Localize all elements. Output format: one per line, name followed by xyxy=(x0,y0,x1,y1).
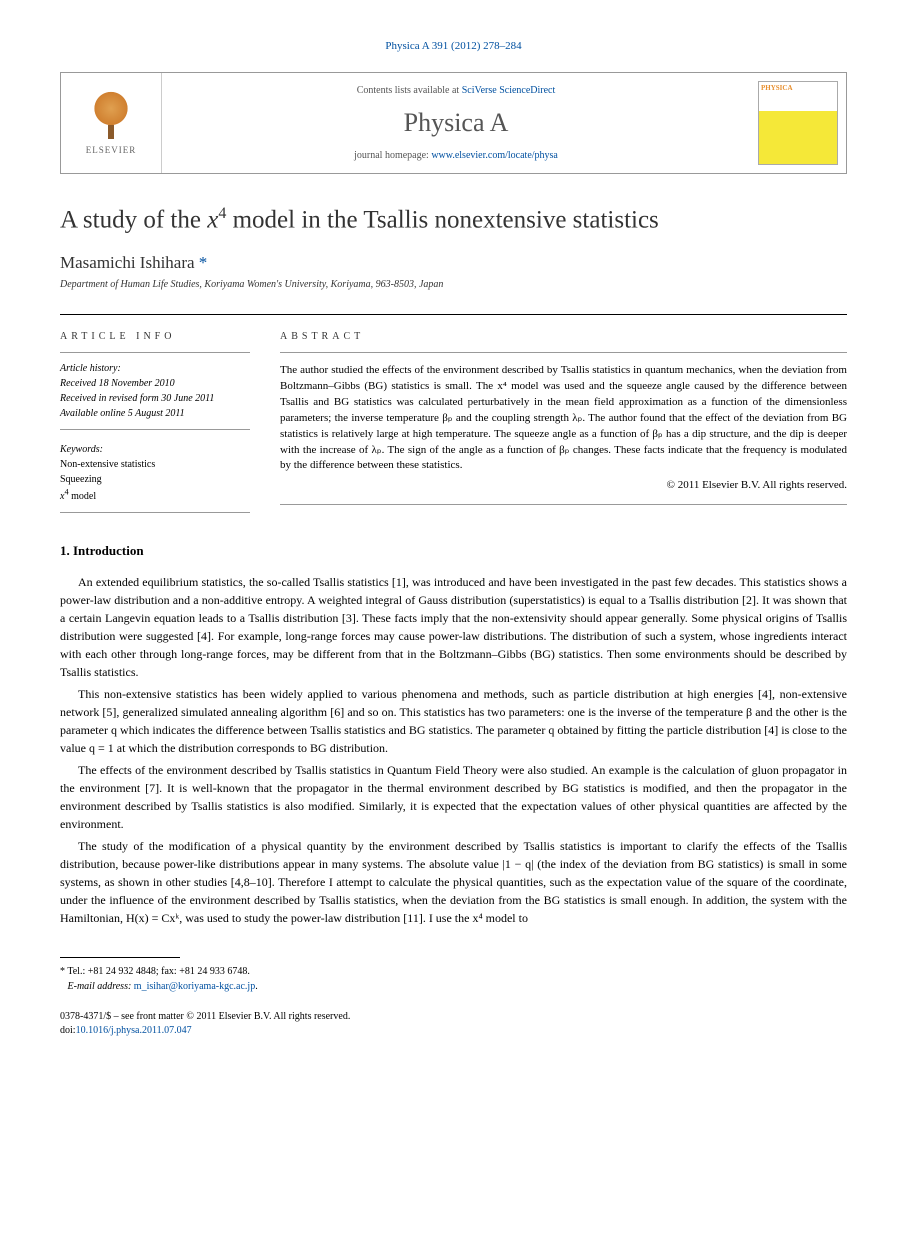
paragraph-2: This non-extensive statistics has been w… xyxy=(60,685,847,757)
paragraph-1: An extended equilibrium statistics, the … xyxy=(60,573,847,681)
title-pre: A study of the xyxy=(60,206,207,233)
footnote: * Tel.: +81 24 932 4848; fax: +81 24 933… xyxy=(60,964,847,994)
title-var: x xyxy=(207,206,218,233)
keyword-3: x4 model xyxy=(60,491,96,502)
footer-line-1: 0378-4371/$ – see front matter © 2011 El… xyxy=(60,1011,350,1022)
author-line: Masamichi Ishihara * xyxy=(60,253,847,273)
keyword-2: Squeezing xyxy=(60,474,102,485)
cover-body xyxy=(759,111,837,164)
article-info-column: ARTICLE INFO Article history: Received 1… xyxy=(60,331,250,513)
elsevier-text: ELSEVIER xyxy=(86,145,137,155)
homepage-link[interactable]: www.elsevier.com/locate/physa xyxy=(431,150,558,161)
author-name: Masamichi Ishihara xyxy=(60,253,195,272)
abstract-copyright: © 2011 Elsevier B.V. All rights reserved… xyxy=(280,478,847,494)
journal-banner: ELSEVIER Contents lists available at Sci… xyxy=(60,72,847,174)
article-info-heading: ARTICLE INFO xyxy=(60,331,250,342)
received-date: Received 18 November 2010 xyxy=(60,378,175,389)
footnote-rule xyxy=(60,957,180,958)
journal-cover-thumb: PHYSICA xyxy=(758,81,838,165)
keywords-label: Keywords: xyxy=(60,444,103,455)
email-label: E-mail address: xyxy=(68,981,134,992)
contents-line: Contents lists available at SciVerse Sci… xyxy=(174,85,738,96)
email-link[interactable]: m_isihar@koriyama-kgc.ac.jp xyxy=(134,981,255,992)
abstract-body: The author studied the effects of the en… xyxy=(280,364,847,472)
section-1-body: An extended equilibrium statistics, the … xyxy=(60,573,847,927)
article-page: Physica A 391 (2012) 278–284 ELSEVIER Co… xyxy=(0,0,907,1078)
paragraph-3: The effects of the environment described… xyxy=(60,761,847,833)
article-title: A study of the x4 model in the Tsallis n… xyxy=(60,204,847,237)
info-abstract-row: ARTICLE INFO Article history: Received 1… xyxy=(60,314,847,513)
email-post: . xyxy=(255,981,258,992)
homepage-line: journal homepage: www.elsevier.com/locat… xyxy=(174,150,738,161)
revised-date: Received in revised form 30 June 2011 xyxy=(60,393,214,404)
citation-header: Physica A 391 (2012) 278–284 xyxy=(60,40,847,52)
elsevier-tree-icon xyxy=(86,91,136,141)
homepage-text: journal homepage: xyxy=(354,150,431,161)
doi-label: doi: xyxy=(60,1025,76,1036)
footer: 0378-4371/$ – see front matter © 2011 El… xyxy=(60,1010,847,1038)
cover-title: PHYSICA xyxy=(759,82,837,111)
keyword-1: Non-extensive statistics xyxy=(60,459,155,470)
section-1-heading: 1. Introduction xyxy=(60,543,847,559)
footnote-marker: * xyxy=(60,966,65,977)
keywords-block: Keywords: Non-extensive statistics Squee… xyxy=(60,442,250,513)
abstract-column: ABSTRACT The author studied the effects … xyxy=(280,331,847,513)
doi-link[interactable]: 10.1016/j.physa.2011.07.047 xyxy=(76,1025,192,1036)
contents-text: Contents lists available at xyxy=(357,85,462,96)
citation-link[interactable]: Physica A 391 (2012) 278–284 xyxy=(385,40,521,52)
article-history: Article history: Received 18 November 20… xyxy=(60,352,250,430)
paragraph-4: The study of the modification of a physi… xyxy=(60,837,847,927)
elsevier-logo: ELSEVIER xyxy=(61,73,162,173)
abstract-text: The author studied the effects of the en… xyxy=(280,352,847,506)
journal-center: Contents lists available at SciVerse Sci… xyxy=(162,73,750,173)
footnote-tel: Tel.: +81 24 932 4848; fax: +81 24 933 6… xyxy=(67,966,250,977)
history-label: Article history: xyxy=(60,363,121,374)
title-post: model in the Tsallis nonextensive statis… xyxy=(226,206,658,233)
journal-name: Physica A xyxy=(174,108,738,138)
affiliation: Department of Human Life Studies, Koriya… xyxy=(60,279,847,290)
author-corresponding-marker[interactable]: * xyxy=(199,253,208,272)
online-date: Available online 5 August 2011 xyxy=(60,408,185,419)
abstract-heading: ABSTRACT xyxy=(280,331,847,342)
sciencedirect-link[interactable]: SciVerse ScienceDirect xyxy=(462,85,556,96)
